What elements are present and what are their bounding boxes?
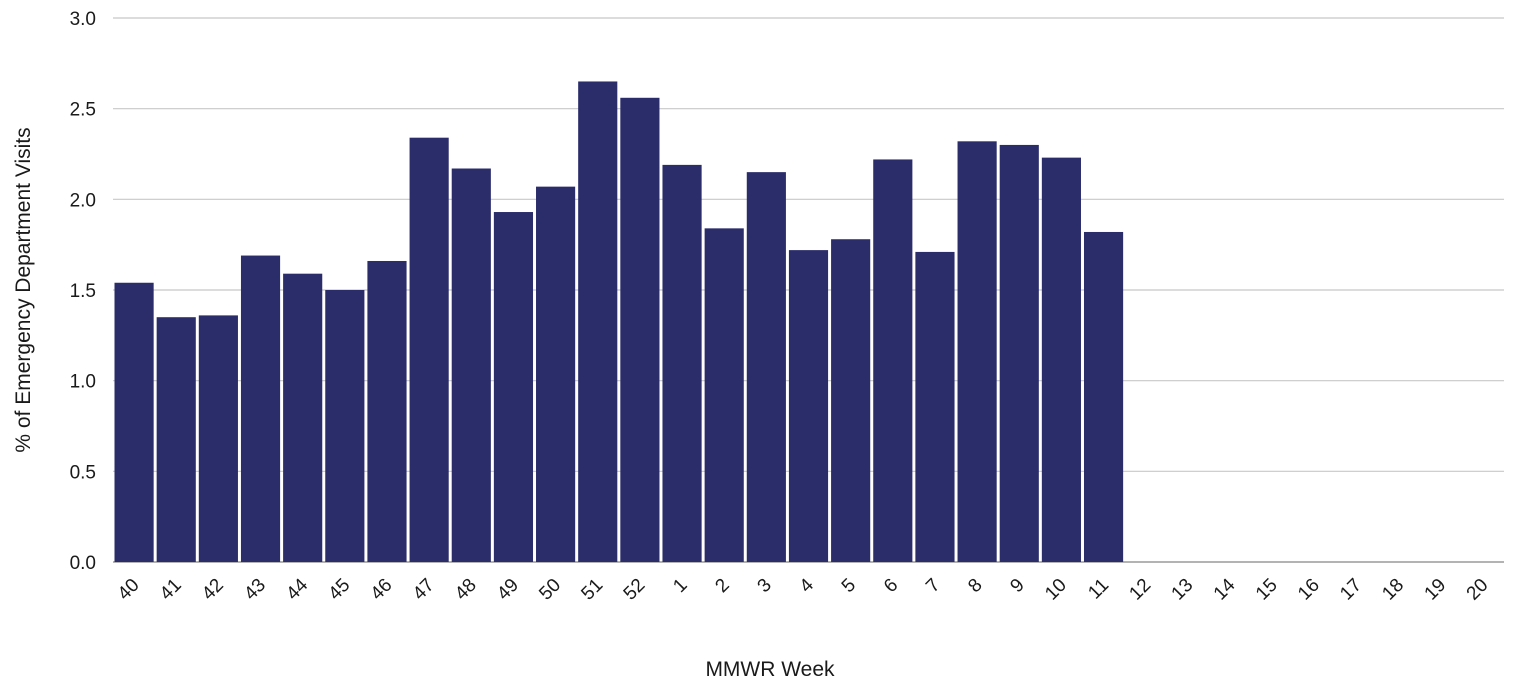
y-tick-label: 0.0 [70, 553, 96, 574]
x-tick-label: 1 [669, 575, 691, 597]
y-axis-title: % of Emergency Department Visits [12, 127, 35, 452]
x-tick-label: 15 [1252, 575, 1282, 605]
x-tick-label: 14 [1210, 574, 1240, 604]
x-tick-label: 48 [451, 575, 481, 605]
x-tick-label: 12 [1125, 575, 1155, 605]
x-tick-label: 52 [620, 575, 650, 605]
y-axis-ticks: 0.0 0.5 1.0 1.5 2.0 2.5 3.0 [70, 9, 96, 574]
x-tick-label: 40 [114, 575, 144, 605]
bar [409, 137, 449, 562]
bar [873, 159, 913, 562]
x-tick-label: 50 [535, 575, 565, 605]
bar [746, 172, 786, 562]
x-tick-label: 18 [1378, 575, 1408, 605]
y-tick-label: 0.5 [70, 462, 96, 483]
x-tick-label: 41 [156, 575, 186, 605]
x-tick-label: 17 [1336, 575, 1366, 605]
y-tick-label: 3.0 [70, 9, 96, 30]
x-tick-label: 5 [838, 575, 860, 597]
bar [1083, 231, 1124, 562]
bar [156, 317, 196, 562]
bar [704, 228, 744, 562]
bar [999, 144, 1039, 562]
bar [620, 97, 660, 562]
bar [198, 315, 238, 562]
x-tick-label: 6 [880, 575, 902, 597]
x-tick-label: 19 [1421, 575, 1451, 605]
bar [493, 212, 534, 562]
bar [1041, 157, 1081, 563]
x-tick-label: 45 [325, 575, 355, 605]
x-tick-label: 42 [198, 575, 228, 605]
x-tick-label: 11 [1084, 575, 1113, 604]
x-tick-label: 7 [922, 575, 944, 597]
x-tick-label: 20 [1463, 575, 1493, 605]
x-tick-label: 47 [409, 575, 439, 605]
x-tick-label: 3 [754, 575, 776, 597]
bar [325, 290, 365, 562]
y-tick-label: 2.0 [70, 190, 96, 211]
x-tick-label: 43 [240, 575, 270, 605]
bar [367, 260, 407, 562]
x-tick-label: 13 [1168, 575, 1198, 605]
bar [957, 141, 997, 562]
bar [831, 239, 871, 562]
bar [114, 282, 154, 562]
y-tick-label: 1.5 [70, 281, 96, 302]
x-tick-label: 4 [796, 574, 819, 597]
x-tick-label: 8 [964, 575, 986, 597]
bar [915, 251, 955, 563]
bar [788, 250, 829, 562]
x-tick-label: 10 [1041, 575, 1071, 605]
x-tick-label: 51 [577, 575, 607, 605]
x-tick-label: 2 [711, 575, 733, 597]
bar [240, 255, 281, 562]
x-tick-label: 9 [1006, 575, 1028, 597]
x-tick-label: 49 [493, 575, 523, 605]
x-tick-label: 46 [367, 575, 397, 605]
x-axis-title: MMWR Week [705, 658, 835, 681]
x-tick-label: 44 [282, 574, 312, 604]
bars [114, 81, 1124, 563]
bar [536, 186, 576, 562]
x-tick-label: 16 [1294, 575, 1324, 605]
y-tick-label: 1.0 [70, 372, 96, 393]
bar [662, 164, 702, 562]
y-tick-label: 2.5 [70, 100, 96, 121]
bar [283, 273, 323, 562]
x-axis-ticks: 40 41 42 43 44 45 46 47 48 49 50 51 52 1 2 3 4 5 6 7 8 9 10 11 1… [114, 574, 1493, 604]
bar [451, 168, 491, 563]
bar [578, 81, 618, 562]
